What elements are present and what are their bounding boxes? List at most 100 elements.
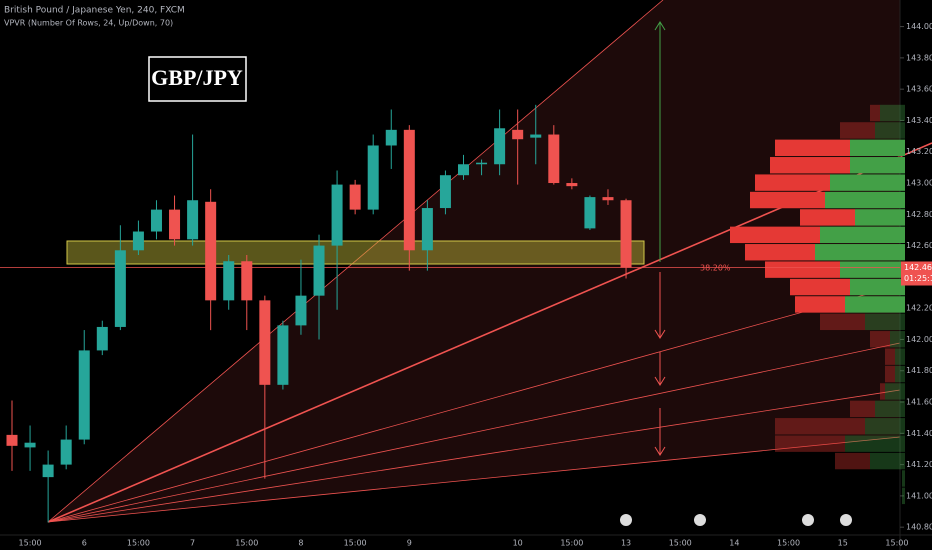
profile-down [790, 278, 850, 296]
y-tick-label: 141.60 [906, 398, 932, 407]
profile-down [885, 348, 895, 365]
profile-down [765, 261, 840, 278]
arrow-down [654, 272, 666, 339]
y-tick-label: 141.00 [906, 491, 932, 500]
x-tick-label: 8 [298, 539, 303, 548]
y-tick-label: 143.00 [906, 179, 932, 188]
y-tick-label: 144.00 [906, 22, 932, 31]
profile-up [885, 383, 905, 400]
symbol-label: GBP/JPY [151, 65, 243, 90]
candle-body [494, 128, 506, 165]
profile-up [820, 226, 905, 244]
indicator-label: VPVR (Number Of Rows, 24, Up/Down, 70) [4, 19, 173, 28]
x-tick-label: 6 [82, 539, 87, 548]
fan-line [47, 342, 901, 523]
candle-body [548, 134, 560, 184]
profile-up [845, 296, 905, 313]
candle-body [458, 164, 469, 176]
profile-up [825, 191, 905, 209]
candle-body [277, 325, 289, 385]
profile-up [850, 157, 905, 174]
profile-down [820, 313, 865, 331]
last-price-box [901, 261, 932, 286]
candle-body [530, 134, 542, 138]
x-tick-label: 14 [729, 539, 739, 548]
candle-body [241, 261, 253, 301]
x-tick-label: 15:00 [344, 539, 367, 548]
candle-body [367, 145, 379, 210]
candle-body [78, 350, 90, 440]
profile-up [840, 261, 905, 278]
event-icon [620, 514, 632, 526]
x-tick-label: 15:00 [777, 539, 800, 548]
profile-up [815, 244, 905, 261]
candle-body [584, 197, 596, 229]
y-tick-label: 142.00 [906, 335, 932, 344]
y-tick-label: 141.80 [906, 366, 932, 375]
x-tick-label: 15:00 [885, 539, 908, 548]
profile-up [902, 487, 905, 505]
y-tick-label: 141.20 [906, 460, 932, 469]
event-icon [694, 514, 706, 526]
y-tick-label: 143.20 [906, 147, 932, 156]
candle-body [60, 439, 72, 465]
candle-body [6, 434, 18, 446]
x-tick-label: 15 [838, 539, 848, 548]
arrow-up [654, 21, 666, 262]
profile-down [840, 122, 875, 139]
y-tick-label: 142.20 [906, 304, 932, 313]
x-tick-label: 15:00 [235, 539, 258, 548]
profile-down [795, 296, 845, 313]
fan-line [47, 436, 901, 523]
event-icon [840, 514, 852, 526]
y-tick-label: 142.60 [906, 241, 932, 250]
last-price-label: 142.460 [904, 263, 932, 272]
profile-down [870, 104, 880, 122]
candle-body [421, 208, 433, 251]
x-tick-label: 15:00 [19, 539, 42, 548]
candle-body [205, 201, 217, 301]
profile-up [830, 174, 905, 191]
candle-body [187, 200, 199, 240]
candle-body [331, 184, 343, 246]
candle-body [169, 209, 181, 240]
event-icon [802, 514, 814, 526]
profile-down [775, 139, 850, 157]
x-tick-label: 15:00 [127, 539, 150, 548]
profile-down [850, 400, 875, 418]
x-tick-label: 15:00 [669, 539, 692, 548]
candle-body [476, 162, 488, 165]
profile-down [775, 418, 865, 435]
profile-up [875, 400, 905, 418]
x-tick-label: 9 [407, 539, 412, 548]
candle-body [512, 129, 524, 140]
y-tick-label: 142.80 [906, 210, 932, 219]
profile-up [880, 104, 905, 122]
fan-line [47, 284, 901, 523]
candle-body [114, 250, 126, 327]
x-tick-label: 7 [190, 539, 195, 548]
profile-up [865, 418, 905, 435]
fan-line [47, 389, 901, 523]
profile-up [865, 313, 905, 331]
candle-body [385, 129, 397, 146]
candle-body [42, 464, 54, 478]
candle-body [150, 209, 162, 232]
candle-body [259, 300, 271, 385]
event-icons [620, 514, 852, 526]
profile-down [770, 157, 850, 174]
y-tick-label: 141.40 [906, 429, 932, 438]
zone-box [66, 240, 645, 265]
symbol-box [148, 56, 247, 102]
profile-up [875, 122, 905, 139]
candle-body [349, 184, 361, 210]
y-tick-label: 143.80 [906, 53, 932, 62]
candle-body [295, 295, 307, 326]
profile-down [745, 244, 815, 261]
profile-up [870, 452, 905, 470]
candle-body [313, 245, 325, 296]
profile-up [895, 365, 905, 383]
profile-down [775, 435, 845, 452]
